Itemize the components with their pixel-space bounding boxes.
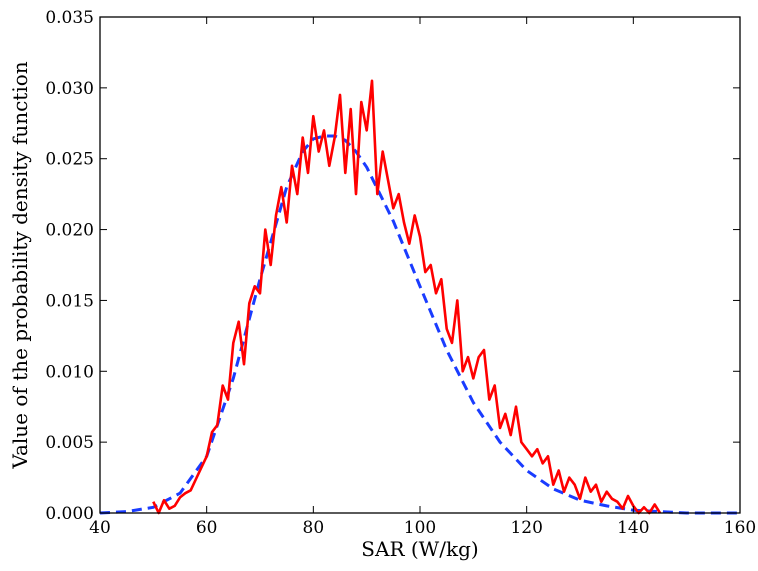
fitted-pdf-dashed-line <box>99 134 740 515</box>
x-tick-label: 80 <box>303 518 325 538</box>
x-tick-label: 160 <box>724 518 756 538</box>
tick-layer: 40 60 80 100 120 140 160 0.000 0.005 0.010 0.015 0.… <box>45 8 756 538</box>
x-tick-label: 100 <box>404 518 436 538</box>
y-tick-label: 0.020 <box>45 221 94 241</box>
x-tick-label: 140 <box>617 518 649 538</box>
y-axis-label: Value of the probability density functio… <box>8 61 32 469</box>
y-tick-label: 0.025 <box>45 150 94 170</box>
y-tick-label: 0.000 <box>45 504 94 524</box>
y-tick-label: 0.015 <box>45 291 94 311</box>
empirical-pdf-line <box>152 79 662 515</box>
x-tick-label: 120 <box>510 518 542 538</box>
y-tick-label: 0.005 <box>45 433 94 453</box>
x-tick-label: 40 <box>89 518 111 538</box>
y-tick-label: 0.010 <box>45 362 94 382</box>
x-axis-label: SAR (W/kg) <box>361 537 478 561</box>
series-layer <box>99 79 740 515</box>
y-tick-label: 0.035 <box>45 8 94 28</box>
y-tick-label: 0.030 <box>45 79 94 99</box>
x-tick-label: 60 <box>196 518 218 538</box>
